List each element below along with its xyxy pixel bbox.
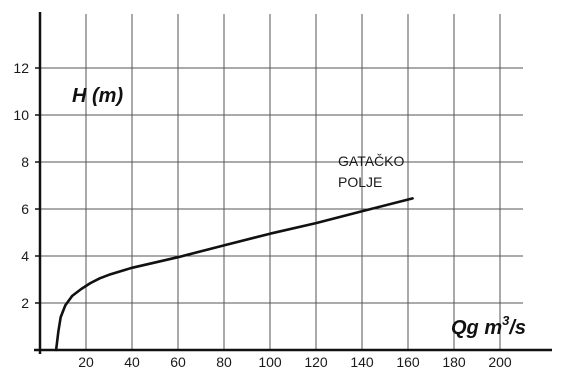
series bbox=[54, 197, 414, 352]
y-tick-label-2: 2 bbox=[21, 295, 29, 311]
y-axis-title: H (m) bbox=[72, 85, 123, 107]
x-tick-label-200: 200 bbox=[488, 354, 512, 370]
y-tick-label-6: 6 bbox=[21, 201, 29, 217]
series-line-0 bbox=[54, 197, 414, 352]
annotation-line-1: GATAČKO bbox=[338, 153, 404, 169]
axes bbox=[34, 12, 552, 354]
x-tick-label-140: 140 bbox=[350, 354, 374, 370]
x-axis-title-suffix: /s bbox=[508, 317, 526, 339]
x-tick-label-120: 120 bbox=[304, 354, 328, 370]
x-tick-label-160: 160 bbox=[396, 354, 420, 370]
annotation: GATAČKO POLJE bbox=[338, 153, 404, 190]
x-axis-title-superscript: 3 bbox=[502, 313, 510, 328]
tick-labels: 20 40 60 80 100 120 140 160 180 200 2 4 6 8 10 12 bbox=[13, 60, 511, 370]
x-tick-label-60: 60 bbox=[170, 354, 186, 370]
x-tick-label-100: 100 bbox=[258, 354, 282, 370]
y-tick-label-8: 8 bbox=[21, 154, 29, 170]
y-tick-label-4: 4 bbox=[21, 248, 29, 264]
x-axis-title-main: Qg m bbox=[451, 317, 502, 339]
x-axis-title: Qg m3/s bbox=[451, 313, 526, 339]
x-tick-label-180: 180 bbox=[442, 354, 466, 370]
y-tick-label-10: 10 bbox=[13, 107, 29, 123]
x-tick-label-20: 20 bbox=[78, 354, 94, 370]
grid bbox=[40, 14, 523, 350]
annotation-line-2: POLJE bbox=[338, 174, 382, 190]
y-tick-label-12: 12 bbox=[13, 60, 29, 76]
x-tick-label-40: 40 bbox=[124, 354, 140, 370]
x-tick-label-80: 80 bbox=[216, 354, 232, 370]
